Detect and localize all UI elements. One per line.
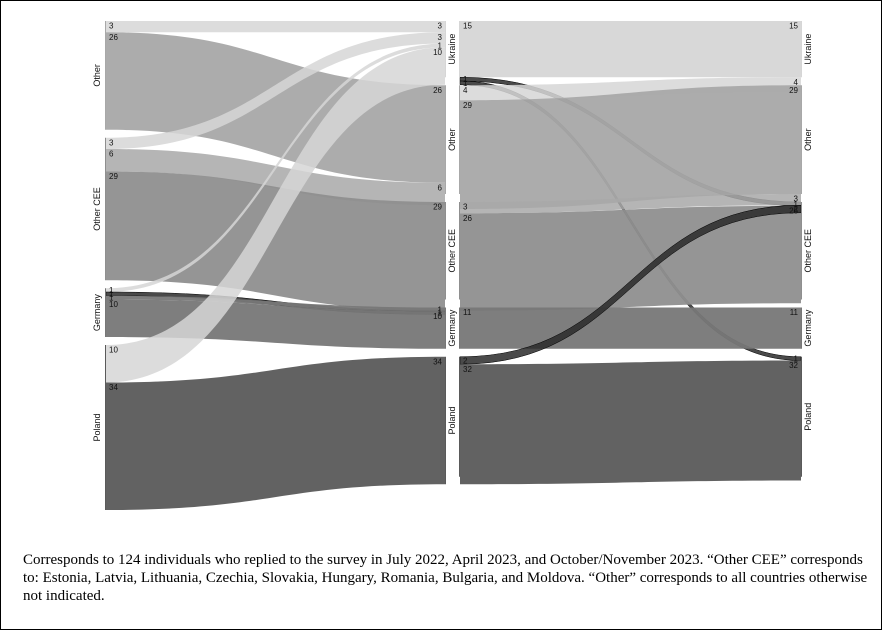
flow-target-value-p1-0: 3: [438, 22, 443, 31]
node-p1-right-ukraine: [445, 21, 446, 78]
node-p2-left-ukraine: [459, 21, 460, 78]
flow-target-value-p2-7: 11: [790, 308, 799, 317]
node-label-p1-right-other-cee: Other CEE: [447, 229, 457, 273]
node-p2-left-other: [459, 85, 460, 194]
flow-p2-other-to-other-4: [460, 85, 801, 209]
flow-source-value-p2-7: 11: [463, 308, 472, 317]
flow-target-value-p2-0: 15: [789, 22, 798, 31]
flow-source-value-p2-0: 15: [463, 22, 472, 31]
node-p2-right-other: [801, 85, 802, 194]
flow-target-value-p2-8: 2: [794, 205, 799, 214]
flow-target-value-p1-1: 26: [433, 86, 442, 95]
node-p1-right-other: [445, 85, 446, 194]
flow-source-value-p2-9: 32: [463, 365, 472, 374]
node-p2-left-poland: [459, 356, 460, 477]
node-label-p2-right-poland: Poland: [803, 403, 813, 431]
flow-p1-other-to-ukraine-0: [106, 21, 445, 33]
flow-target-value-p2-1: 1: [794, 200, 799, 209]
node-label-p1-left-other: Other: [92, 64, 102, 87]
flow-source-value-p2-6: 26: [463, 214, 472, 223]
node-p2-right-other-cee: [801, 202, 802, 300]
flow-source-value-p1-3: 6: [109, 150, 114, 159]
node-p1-right-other-cee: [445, 202, 446, 300]
flow-source-value-p2-1: 1: [463, 75, 468, 84]
node-label-p1-left-germany: Germany: [92, 294, 102, 332]
flow-source-value-p1-5: 1: [109, 286, 114, 295]
flow-p1-germany-to-germany-7: [106, 295, 445, 312]
node-label-p1-right-ukraine: Ukraine: [447, 34, 457, 65]
node-p2-right-ukraine: [801, 21, 802, 78]
node-p2-left-other-cee: [459, 202, 460, 300]
flow-target-value-p2-2: 1: [794, 355, 799, 364]
flow-source-value-p1-7: 1: [109, 294, 114, 303]
node-label-p2-right-other-cee: Other CEE: [803, 229, 813, 273]
node-label-p1-right-poland: Poland: [447, 406, 457, 434]
flow-p2-poland-to-poland-9: [460, 360, 801, 485]
sankey-figure: 3 3262633662929111111101010103434OtherOth…: [92, 21, 813, 510]
flow-source-value-p1-9: 10: [109, 346, 118, 355]
flow-target-value-p1-8: 10: [433, 312, 442, 321]
flow-target-value-p1-10: 34: [433, 357, 442, 366]
flow-target-value-p1-5: 1: [438, 41, 443, 50]
flow-target-value-p1-3: 6: [438, 183, 443, 192]
node-p1-left-germany: [105, 288, 106, 337]
flow-source-value-p1-4: 29: [109, 172, 118, 181]
flow-p1-poland-to-ukraine-9: [106, 47, 445, 383]
flow-p2-other-cee-to-other-cee-6: [460, 205, 801, 311]
flow-source-value-p2-5: 3: [463, 203, 468, 212]
flow-p1-other-cee-to-other-cee-4: [106, 171, 445, 311]
flow-p1-other-cee-to-ukraine-2: [106, 32, 445, 149]
node-label-p1-right-other: Other: [447, 128, 457, 151]
flow-p1-other-to-other-1: [106, 32, 445, 183]
node-p1-left-other-cee: [105, 137, 106, 281]
node-label-p1-left-other-cee: Other CEE: [92, 187, 102, 231]
flow-layer: [105, 21, 802, 510]
flow-source-value-p1-8: 10: [109, 300, 118, 309]
flow-target-value-p2-3: 4: [794, 78, 799, 87]
flow-source-value-p2-4: 29: [463, 101, 472, 110]
node-p2-right-germany: [801, 307, 802, 349]
flow-target-value-p2-4: 29: [789, 86, 798, 95]
node-label-p2-right-ukraine: Ukraine: [803, 34, 813, 65]
flow-target-value-p1-7: 1: [438, 305, 443, 314]
label-layer: 3 3262633662929111111101010103434OtherOth…: [92, 22, 813, 442]
flow-p2-germany-to-germany-7: [460, 307, 801, 349]
node-label-p2-right-other: Other: [803, 128, 813, 151]
node-p1-left-poland: [105, 345, 106, 510]
node-p2-left-germany: [459, 307, 460, 349]
flow-p2-ukraine-to-ukraine-0: [460, 21, 801, 78]
flow-source-value-p1-10: 34: [109, 383, 118, 392]
figure-caption: Corresponds to 124 individuals who repli…: [23, 552, 868, 604]
flow-source-value-p1-2: 3: [109, 138, 114, 147]
flow-source-value-p1-1: 26: [109, 33, 118, 42]
node-p1-right-poland: [445, 356, 446, 485]
flow-target-value-p2-5: 3: [794, 195, 799, 204]
flow-source-value-p1-0: 3: [109, 22, 114, 31]
flow-target-value-p2-6: 26: [789, 206, 798, 215]
node-p1-right-germany: [445, 307, 446, 349]
node-label-p1-left-poland: Poland: [92, 413, 102, 441]
flow-p1-poland-to-poland-10: [106, 356, 445, 510]
flow-source-value-p2-8: 2: [463, 357, 468, 366]
node-layer: [105, 21, 802, 510]
flow-target-value-p1-4: 29: [433, 203, 442, 212]
flow-target-value-p2-9: 32: [789, 361, 798, 370]
flow-target-value-p1-9: 10: [433, 48, 442, 57]
node-label-p1-right-germany: Germany: [447, 309, 457, 347]
flow-p1-germany-to-ukraine-5: [106, 43, 445, 292]
node-p1-left-other: [105, 21, 106, 130]
flow-p1-other-cee-to-other-3: [106, 149, 445, 206]
flow-target-value-p1-6: 1: [438, 309, 443, 318]
flow-p2-other-to-ukraine-3: [460, 77, 801, 101]
node-label-p2-right-germany: Germany: [803, 309, 813, 347]
flow-source-value-p2-2: 1: [463, 79, 468, 88]
flow-p2-other-cee-to-other-5: [460, 194, 801, 214]
flow-target-value-p1-2: 3: [438, 33, 443, 42]
node-p2-right-poland: [801, 356, 802, 477]
flow-source-value-p2-3: 4: [463, 86, 468, 95]
flow-source-value-p1-6: 1: [109, 290, 114, 299]
